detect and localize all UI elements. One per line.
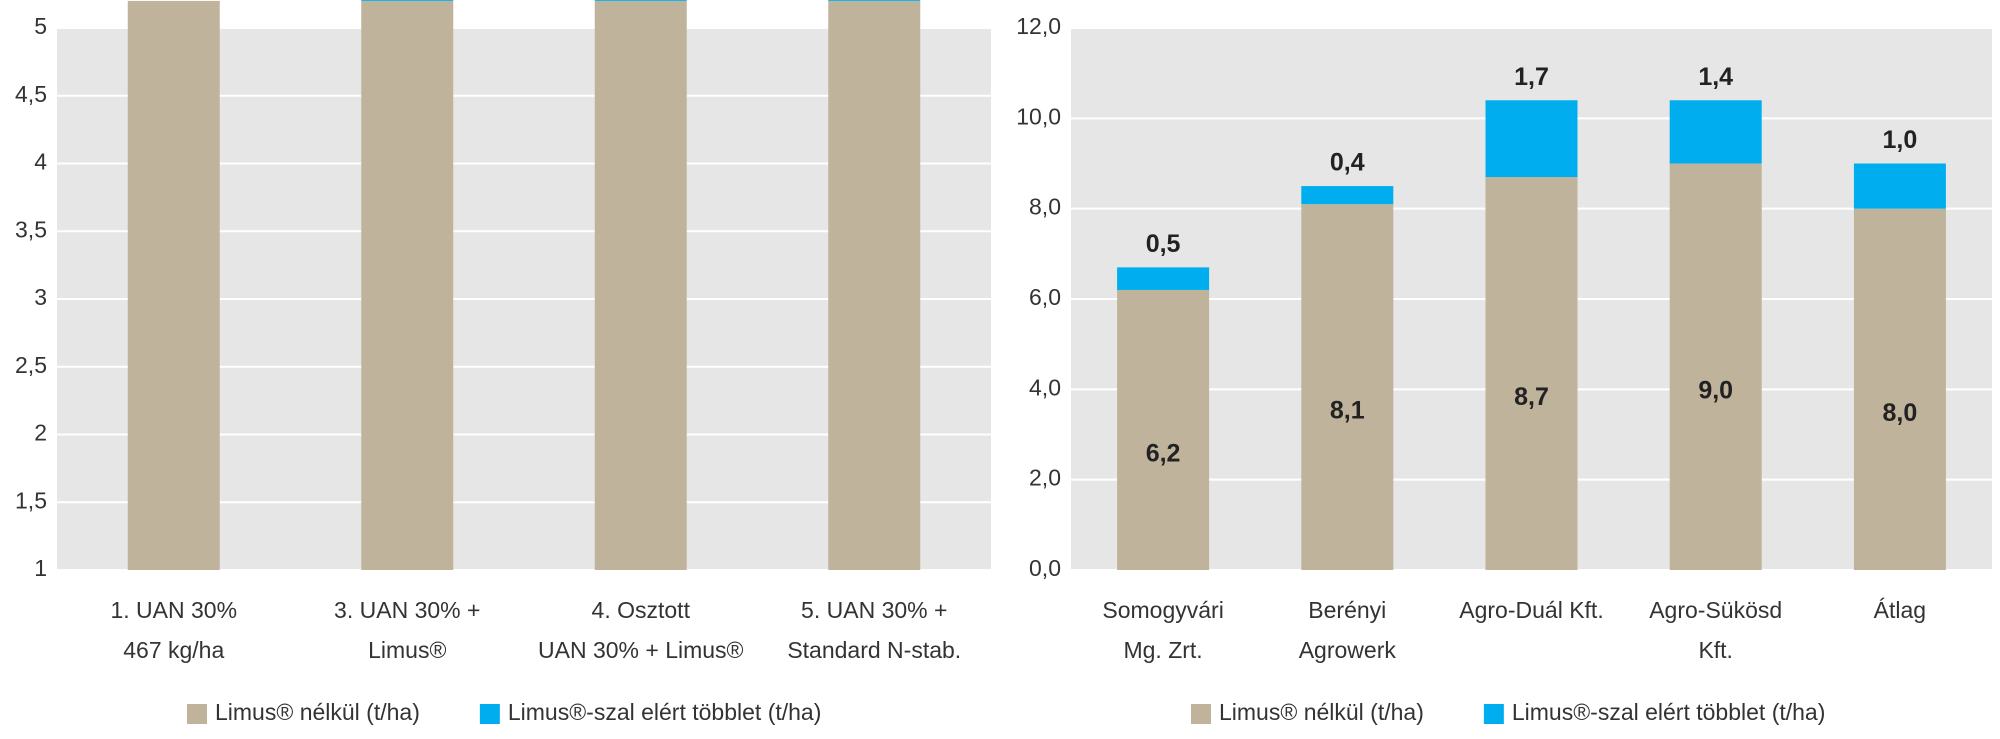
data-label: 1,7 — [1514, 63, 1549, 91]
y-tick-label: 2,5 — [15, 352, 47, 378]
y-tick-label: 4,5 — [15, 81, 47, 107]
data-label: 1,4 — [1698, 63, 1733, 91]
bar-segment — [1485, 177, 1578, 571]
y-tick-label: 1,5 — [15, 487, 47, 513]
data-label: 9,0 — [1698, 376, 1733, 404]
bar-segment — [1301, 204, 1394, 570]
x-tick-label: Somogyvári — [1102, 597, 1223, 623]
legend-label: Limus® nélkül (t/ha) — [1219, 699, 1424, 725]
y-tick-label: 8,0 — [1029, 194, 1061, 220]
legend-swatch — [1191, 704, 1211, 724]
bar-segment — [361, 0, 454, 570]
x-tick-label: Agro-Duál Kft. — [1459, 597, 1603, 623]
y-tick-label: 4,0 — [1029, 374, 1061, 400]
y-tick-label: 0,0 — [1029, 555, 1061, 581]
bar-segment — [361, 0, 454, 1]
bar-segment — [127, 0, 220, 570]
bar-segment — [1117, 267, 1210, 290]
bar-segment — [828, 0, 921, 570]
y-tick-label: 2,0 — [1029, 465, 1061, 491]
data-label: 8,0 — [1883, 399, 1918, 427]
x-tick-label: Limus® — [368, 637, 446, 663]
x-tick-label: Agrowerk — [1299, 637, 1397, 663]
y-tick-label: 10,0 — [1016, 103, 1061, 129]
x-tick-label: 1. UAN 30% — [110, 597, 237, 623]
y-tick-label: 4 — [34, 149, 47, 175]
bar-segment — [1485, 100, 1578, 178]
bar-segment — [1301, 186, 1394, 205]
data-label: 6,2 — [1146, 440, 1181, 468]
data-label: 0,5 — [1146, 230, 1181, 258]
x-tick-label: Átlag — [1874, 597, 1926, 623]
bar-segment — [594, 0, 687, 1]
y-tick-label: 1 — [34, 555, 47, 581]
x-tick-label: 3. UAN 30% + — [334, 597, 480, 623]
x-tick-label: 5. UAN 30% + — [801, 597, 947, 623]
data-label: 0,4 — [1330, 149, 1365, 177]
y-tick-label: 12,0 — [1016, 13, 1061, 39]
bar-segment — [1669, 100, 1762, 164]
y-tick-label: 5 — [34, 13, 47, 39]
legend-swatch — [187, 704, 207, 724]
x-tick-label: UAN 30% + Limus® — [538, 637, 744, 663]
legend-label: Limus® nélkül (t/ha) — [215, 699, 420, 725]
x-tick-label: 467 kg/ha — [123, 637, 224, 663]
x-tick-label: 4. Osztott — [592, 597, 691, 623]
bar-segment — [1853, 208, 1946, 570]
legend-label: Limus®-szal elért többlet (t/ha) — [1512, 699, 1826, 725]
bar-segment — [594, 0, 687, 570]
x-tick-label: Mg. Zrt. — [1123, 637, 1202, 663]
x-tick-label: Kft. — [1698, 637, 1733, 663]
x-tick-label: Berényi — [1308, 597, 1386, 623]
x-tick-label: Agro-Sükösd — [1649, 597, 1782, 623]
y-tick-label: 6,0 — [1029, 284, 1061, 310]
legend-swatch — [1483, 704, 1504, 724]
legend-swatch — [479, 704, 500, 724]
y-tick-label: 2 — [34, 420, 47, 446]
bar-segment — [1117, 289, 1210, 570]
bar-segment — [828, 0, 921, 1]
y-tick-label: 3,5 — [15, 216, 47, 242]
legend-label: Limus®-szal elért többlet (t/ha) — [508, 699, 822, 725]
bar-segment — [1853, 163, 1946, 209]
bar-segment — [1669, 163, 1762, 570]
y-tick-label: 3 — [34, 284, 47, 310]
data-label: 8,7 — [1514, 383, 1549, 411]
x-tick-label: Standard N-stab. — [787, 637, 961, 663]
data-label: 1,0 — [1883, 126, 1918, 154]
data-label: 8,1 — [1330, 397, 1365, 425]
